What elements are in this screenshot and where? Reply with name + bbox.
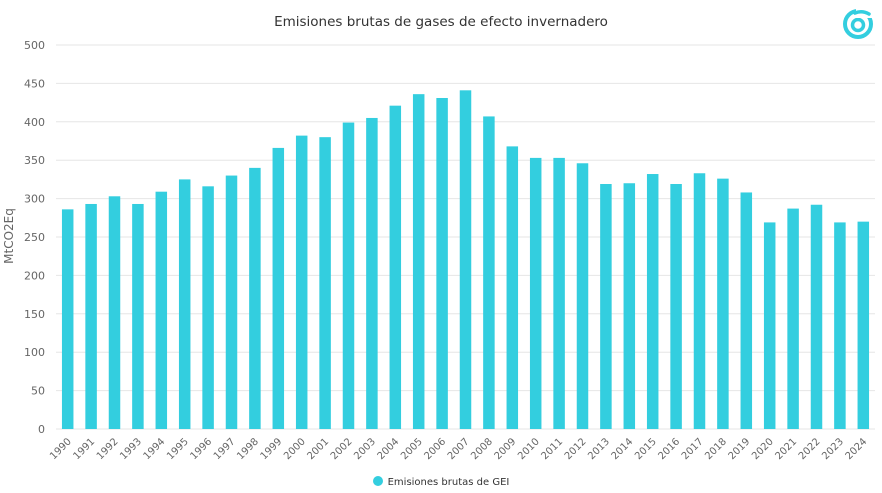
- x-tick-label: 2011: [539, 436, 565, 462]
- bar-2022[interactable]: [810, 204, 823, 429]
- x-tick-label: 2022: [797, 436, 823, 462]
- bar-2008[interactable]: [483, 116, 495, 429]
- bar-2024[interactable]: [857, 221, 870, 429]
- legend-label: Emisiones brutas de GEI: [387, 477, 510, 488]
- y-tick-label: 350: [24, 154, 45, 167]
- x-tick-label: 2006: [422, 436, 448, 462]
- bar-2001[interactable]: [319, 137, 331, 429]
- bar-1991[interactable]: [85, 203, 97, 429]
- x-tick-label: 1992: [95, 436, 121, 462]
- bar-2020[interactable]: [763, 222, 776, 429]
- y-axis-label: MtCO2Eq: [2, 208, 16, 264]
- x-tick-label: 2020: [750, 436, 776, 462]
- bar-2007[interactable]: [459, 90, 472, 429]
- bar-2000[interactable]: [295, 135, 308, 429]
- bar-2019[interactable]: [740, 192, 753, 429]
- y-tick-label: 100: [24, 346, 45, 359]
- x-tick-label: 1991: [71, 436, 97, 462]
- x-tick-label: 2018: [703, 436, 729, 462]
- x-tick-label: 2014: [610, 436, 636, 462]
- legend[interactable]: Emisiones brutas de GEI: [0, 476, 882, 488]
- bar-2010[interactable]: [529, 157, 542, 429]
- x-tick-label: 1990: [48, 436, 74, 462]
- x-axis-ticks: 1990199119921993199419951996199719981999…: [48, 436, 869, 462]
- x-tick-label: 2019: [727, 436, 753, 462]
- y-axis-ticks: 0 50 100 150 200 250 300 350 400 450 500: [24, 39, 45, 436]
- bar-2009[interactable]: [506, 146, 519, 429]
- bar-1999[interactable]: [272, 147, 285, 430]
- x-tick-label: 2016: [656, 436, 682, 462]
- bar-1993[interactable]: [132, 203, 144, 429]
- y-tick-label: 400: [24, 116, 45, 129]
- x-tick-label: 2008: [469, 436, 495, 462]
- bar-2011[interactable]: [553, 157, 565, 429]
- bar-2002[interactable]: [342, 122, 355, 430]
- bar-2018[interactable]: [717, 178, 729, 429]
- x-tick-label: 1997: [212, 436, 238, 462]
- y-tick-label: 250: [24, 231, 45, 244]
- x-tick-label: 2010: [516, 436, 542, 462]
- bar-2017[interactable]: [693, 173, 706, 429]
- bar-2021[interactable]: [787, 208, 799, 429]
- x-tick-label: 1994: [142, 436, 168, 462]
- x-tick-label: 2003: [352, 436, 378, 462]
- legend-marker: [372, 476, 383, 486]
- y-tick-label: 200: [24, 269, 45, 282]
- x-tick-label: 1995: [165, 436, 191, 462]
- bar-1994[interactable]: [155, 191, 168, 429]
- x-tick-label: 2001: [305, 436, 331, 462]
- y-tick-label: 50: [31, 385, 45, 398]
- x-tick-label: 2002: [329, 436, 355, 462]
- x-tick-label: 2000: [282, 436, 308, 462]
- y-tick-label: 300: [24, 193, 45, 206]
- x-tick-label: 2004: [376, 436, 402, 462]
- y-tick-label: 500: [24, 39, 45, 52]
- bar-2016[interactable]: [670, 184, 682, 429]
- chart-title: Emisiones brutas de gases de efecto inve…: [274, 14, 608, 30]
- y-tick-label: 450: [24, 77, 45, 90]
- x-tick-label: 2009: [493, 436, 519, 462]
- bar-1996[interactable]: [202, 186, 214, 429]
- bar-2003[interactable]: [366, 117, 378, 430]
- x-tick-label: 2013: [586, 436, 612, 462]
- x-tick-label: 2024: [844, 436, 870, 462]
- x-tick-label: 1996: [188, 436, 214, 462]
- bars: [61, 90, 870, 430]
- bar-2006[interactable]: [436, 97, 448, 429]
- x-tick-label: 2017: [680, 436, 706, 462]
- x-tick-label: 2023: [820, 436, 846, 462]
- bar-2014[interactable]: [623, 183, 636, 429]
- x-tick-label: 1999: [259, 436, 285, 462]
- swirl-logo-icon: [843, 9, 873, 39]
- x-tick-label: 2021: [773, 436, 799, 462]
- x-tick-label: 2012: [563, 436, 589, 462]
- x-tick-label: 2015: [633, 436, 659, 462]
- bar-1990[interactable]: [61, 209, 74, 429]
- bar-1997[interactable]: [225, 175, 238, 429]
- x-tick-label: 1998: [235, 436, 261, 462]
- bar-2023[interactable]: [834, 222, 846, 429]
- x-tick-label: 1993: [118, 436, 144, 462]
- bar-2005[interactable]: [412, 94, 425, 429]
- y-tick-label: 0: [38, 423, 45, 436]
- bar-2012[interactable]: [576, 163, 589, 429]
- x-tick-label: 2005: [399, 436, 425, 462]
- bar-1998[interactable]: [249, 167, 261, 429]
- bar-1995[interactable]: [178, 179, 191, 429]
- bar-1992[interactable]: [108, 196, 121, 429]
- bar-2004[interactable]: [389, 105, 402, 429]
- bar-2015[interactable]: [646, 174, 659, 429]
- bar-2013[interactable]: [600, 184, 612, 429]
- y-tick-label: 150: [24, 308, 45, 321]
- x-tick-label: 2007: [446, 436, 472, 462]
